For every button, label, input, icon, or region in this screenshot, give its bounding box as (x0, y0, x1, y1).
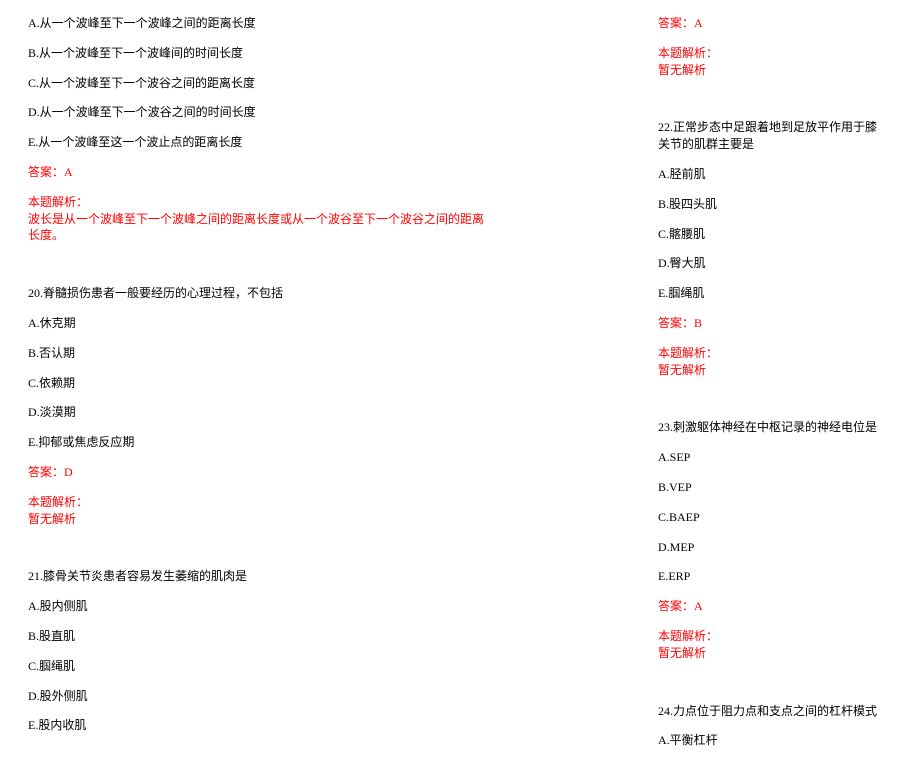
q24-option-a: A.平衡杠杆 (658, 732, 888, 749)
q20-option-d: D.淡漠期 (28, 404, 488, 421)
q20-option-e: E.抑郁或焦虑反应期 (28, 434, 488, 451)
q24-question: 24.力点位于阻力点和支点之间的杠杆模式 (658, 703, 888, 720)
right-column: 答案：A 本题解析： 暂无解析 22.正常步态中足跟着地到足放平作用于膝关节的肌… (488, 15, 888, 762)
q23-option-c: C.BAEP (658, 509, 888, 526)
q20-analysis-label: 本题解析： (28, 494, 488, 511)
q21-option-a: A.股内侧肌 (28, 598, 488, 615)
q22-option-c: C.髂腰肌 (658, 226, 888, 243)
q23-option-a: A.SEP (658, 449, 888, 466)
q19-option-b: B.从一个波峰至下一个波峰间的时间长度 (28, 45, 488, 62)
q21-analysis-label: 本题解析： (658, 45, 888, 62)
q23-question: 23.刺激躯体神经在中枢记录的神经电位是 (658, 419, 888, 436)
q19-analysis-label: 本题解析： (28, 194, 488, 211)
q23-option-b: B.VEP (658, 479, 888, 496)
q21-option-b: B.股直肌 (28, 628, 488, 645)
q20-question: 20.脊髓损伤患者一般要经历的心理过程，不包括 (28, 285, 488, 302)
q23-analysis-text: 暂无解析 (658, 645, 888, 662)
q19-option-c: C.从一个波峰至下一个波谷之间的距离长度 (28, 75, 488, 92)
q22-option-b: B.股四头肌 (658, 196, 888, 213)
q22-question: 22.正常步态中足跟着地到足放平作用于膝关节的肌群主要是 (658, 119, 888, 153)
q19-analysis-text: 波长是从一个波峰至下一个波峰之间的距离长度或从一个波谷至下一个波谷之间的距离长度… (28, 211, 488, 245)
q23-option-d: D.MEP (658, 539, 888, 556)
q20-answer: 答案：D (28, 464, 488, 481)
q20-option-a: A.休克期 (28, 315, 488, 332)
q21-option-e: E.股内收肌 (28, 717, 488, 734)
q22-analysis-label: 本题解析： (658, 345, 888, 362)
q19-option-a: A.从一个波峰至下一个波峰之间的距离长度 (28, 15, 488, 32)
q23-analysis-label: 本题解析： (658, 628, 888, 645)
q21-analysis-text: 暂无解析 (658, 62, 888, 79)
q20-analysis-text: 暂无解析 (28, 511, 488, 528)
q23-option-e: E.ERP (658, 568, 888, 585)
q21-option-d: D.股外侧肌 (28, 688, 488, 705)
q21-option-c: C.腘绳肌 (28, 658, 488, 675)
q22-answer: 答案：B (658, 315, 888, 332)
q22-option-d: D.臀大肌 (658, 255, 888, 272)
q19-answer: 答案：A (28, 164, 488, 181)
q19-option-e: E.从一个波峰至这一个波止点的距离长度 (28, 134, 488, 151)
q19-option-d: D.从一个波峰至下一个波谷之间的时间长度 (28, 104, 488, 121)
q23-answer: 答案：A (658, 598, 888, 615)
q22-option-a: A.胫前肌 (658, 166, 888, 183)
q21-question: 21.膝骨关节炎患者容易发生萎缩的肌肉是 (28, 568, 488, 585)
q20-option-b: B.否认期 (28, 345, 488, 362)
q22-analysis-text: 暂无解析 (658, 362, 888, 379)
q22-option-e: E.腘绳肌 (658, 285, 888, 302)
left-column: A.从一个波峰至下一个波峰之间的距离长度 B.从一个波峰至下一个波峰间的时间长度… (28, 15, 488, 762)
q21-answer: 答案：A (658, 15, 888, 32)
q20-option-c: C.依赖期 (28, 375, 488, 392)
